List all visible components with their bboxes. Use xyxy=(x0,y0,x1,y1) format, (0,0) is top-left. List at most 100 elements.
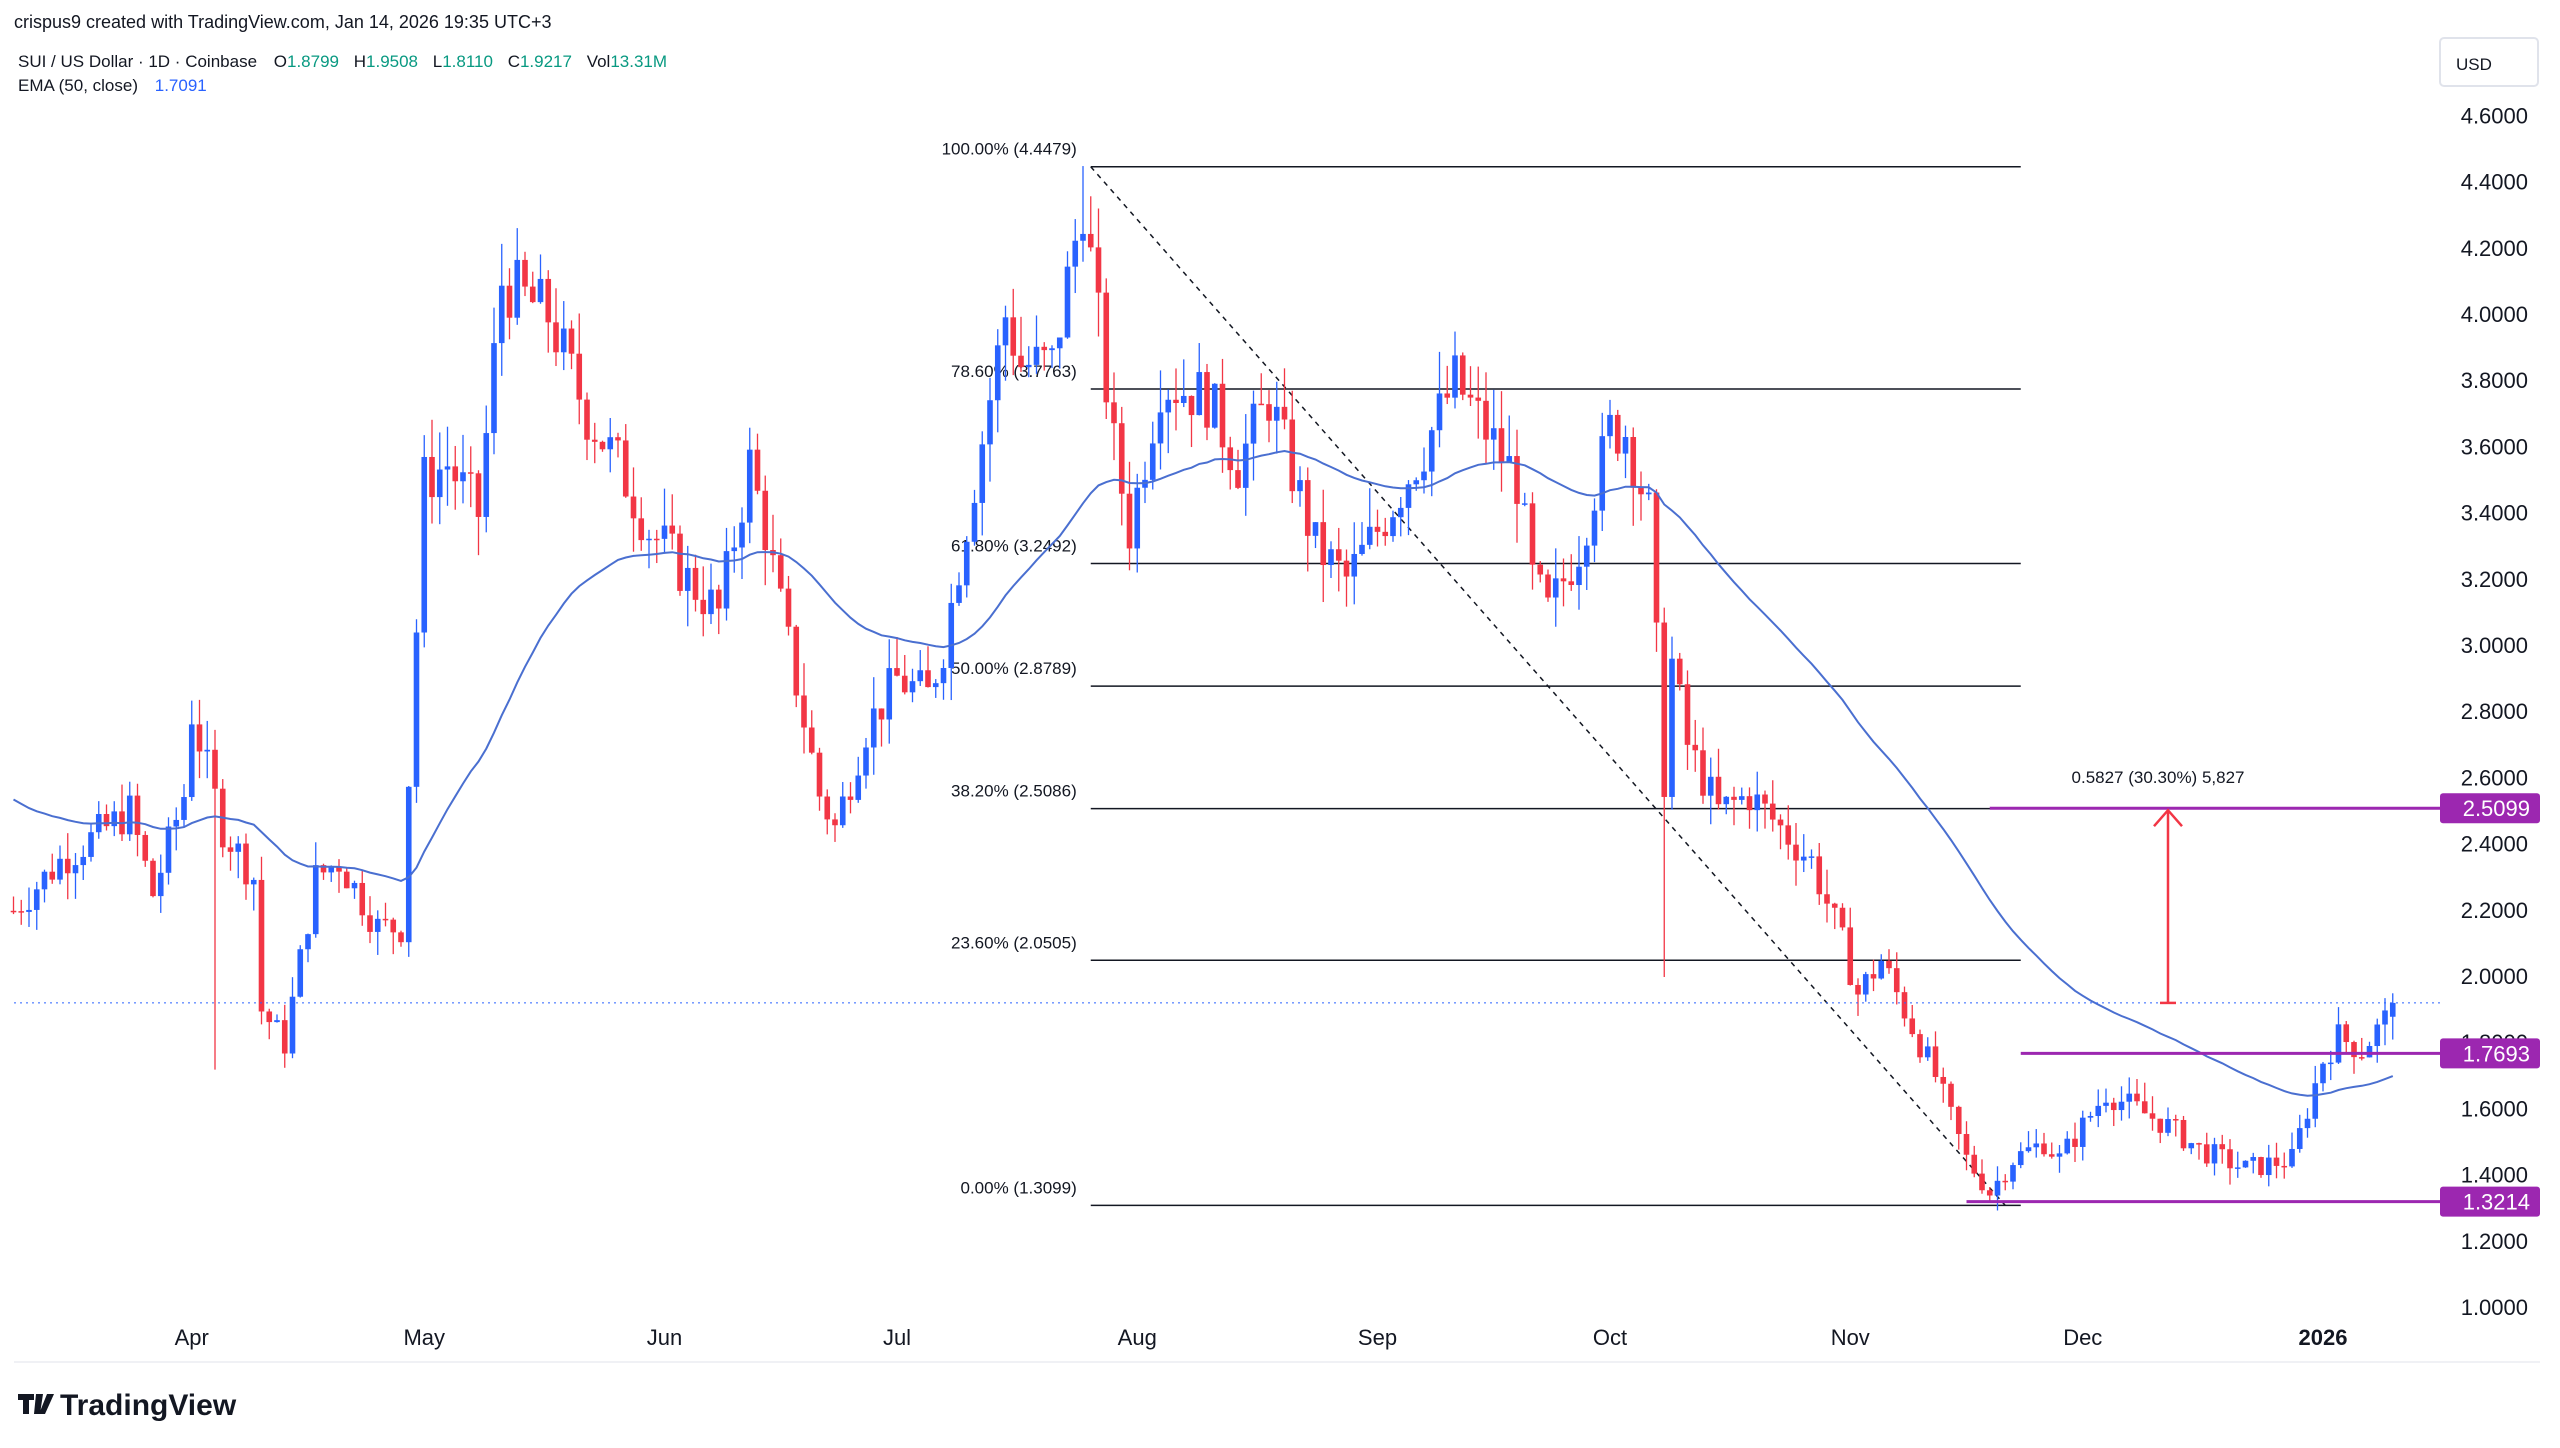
candle-body xyxy=(1831,903,1838,908)
candle-body xyxy=(2149,1113,2156,1119)
candle-body xyxy=(1576,566,1582,586)
candle-body xyxy=(1312,522,1319,536)
candle-body xyxy=(1676,658,1683,685)
candle-body xyxy=(398,932,404,943)
y-tick-label: 2.4000 xyxy=(2461,832,2528,857)
price-range-measure[interactable]: 0.5827 (30.30%) 5,827 xyxy=(2072,768,2245,1005)
candle-body xyxy=(909,681,916,693)
y-tick-label: 2.2000 xyxy=(2461,898,2528,923)
candle-body xyxy=(1165,399,1172,413)
candle-body xyxy=(839,796,846,826)
created-by-text: crispus9 created with TradingView.com, J… xyxy=(14,12,551,32)
candle-body xyxy=(2320,1063,2326,1084)
candle-body xyxy=(1204,372,1210,428)
candle-body xyxy=(1684,684,1691,745)
y-tick-label: 3.6000 xyxy=(2461,434,2528,459)
candle-body xyxy=(328,867,335,873)
candle-body xyxy=(1041,346,1048,351)
high-value: 1.9508 xyxy=(366,52,418,71)
candle-body xyxy=(1173,399,1179,403)
candle-body xyxy=(1452,355,1458,398)
y-tick-label: 2.0000 xyxy=(2461,964,2528,989)
candle-body xyxy=(1281,406,1288,420)
y-tick-label: 3.4000 xyxy=(2461,501,2528,526)
candle-body xyxy=(491,343,497,434)
price-axis[interactable]: USD 4.6000 4.4000 4.2000 4.0000 3.8000 3.6000… xyxy=(2439,37,2539,1320)
candle-body xyxy=(33,889,40,910)
candle-body xyxy=(886,668,893,720)
price-level-tag xyxy=(2440,1186,2540,1217)
candle-body xyxy=(2343,1024,2350,1043)
candle-body xyxy=(1839,907,1846,928)
candle-body xyxy=(1498,428,1505,462)
candle-body xyxy=(374,918,381,932)
candle-body xyxy=(359,882,366,916)
candle-body xyxy=(312,865,319,935)
candle-body xyxy=(2033,1143,2040,1148)
candle-body xyxy=(103,814,110,827)
candle-body xyxy=(1514,456,1520,504)
candle-body xyxy=(847,796,854,800)
fib-level-label: 0.00% (1.3099) xyxy=(961,1178,1077,1197)
candle-body xyxy=(1940,1076,1947,1084)
candle-body xyxy=(2273,1157,2280,1166)
candle-body xyxy=(2180,1119,2187,1149)
candle-body xyxy=(1087,233,1094,248)
candle-body xyxy=(615,437,621,441)
candle-body xyxy=(281,1020,288,1054)
x-tick-label: Oct xyxy=(1593,1325,1627,1350)
horizontal-levels[interactable]: 2.5099 1.7693 1.3214 xyxy=(14,793,2540,1217)
candle-body xyxy=(157,872,164,897)
candle-body xyxy=(2258,1157,2264,1176)
candle-body xyxy=(677,533,683,591)
tradingview-logo-icon xyxy=(18,1394,54,1414)
candle-body xyxy=(80,856,87,866)
candle-body xyxy=(1273,406,1280,421)
candle-body xyxy=(715,589,722,609)
measure-arrowhead xyxy=(2153,808,2183,828)
candle-body xyxy=(444,466,451,470)
candle-body xyxy=(901,675,908,693)
candle-body xyxy=(343,871,350,889)
candle-body xyxy=(1661,622,1668,797)
candle-body xyxy=(1149,443,1156,480)
candle-body xyxy=(870,708,877,748)
fib-retracement[interactable]: 100.00% (4.4479)78.60% (3.7763)61.80% (3… xyxy=(942,140,2021,1207)
candle-body xyxy=(1405,484,1412,508)
candle-body xyxy=(320,865,327,873)
candle-body xyxy=(382,918,389,921)
candle-body xyxy=(1072,240,1079,267)
candle-body xyxy=(1785,825,1792,845)
candle-body xyxy=(1010,317,1017,356)
candle-body xyxy=(1955,1106,1962,1135)
fib-level-label: 23.60% (2.0505) xyxy=(951,933,1077,952)
candle-body xyxy=(1103,292,1110,403)
candle-body xyxy=(1444,393,1451,398)
candle-body xyxy=(2157,1118,2164,1133)
candle-body xyxy=(1002,317,1009,346)
candle-body xyxy=(940,668,947,684)
y-tick-label: 4.2000 xyxy=(2461,236,2528,261)
candle-body xyxy=(661,525,668,539)
y-tick-label: 1.2000 xyxy=(2461,1229,2528,1254)
candle-body xyxy=(2110,1102,2117,1111)
candle-body xyxy=(2103,1102,2109,1106)
candle-body xyxy=(2095,1105,2102,1116)
candle-body xyxy=(2002,1180,2009,1183)
price-level-label: 1.3214 xyxy=(2463,1190,2530,1215)
candle-body xyxy=(2172,1119,2179,1121)
candle-body xyxy=(684,567,691,591)
candle-body xyxy=(2265,1157,2272,1176)
candle-body xyxy=(390,919,397,933)
candle-body xyxy=(1800,856,1807,861)
candle-body xyxy=(754,449,761,491)
candle-body xyxy=(1095,247,1102,293)
candle-body xyxy=(1359,544,1365,554)
svg-text:SUI / US Dollar · 1D · Coinbas: SUI / US Dollar · 1D · Coinbase O1.8799 … xyxy=(18,52,667,71)
time-axis[interactable]: Apr May Jun Jul Aug Sep Oct Nov Dec 2026 xyxy=(175,1325,2348,1350)
tradingview-logo[interactable]: TradingView xyxy=(18,1389,237,1422)
y-tick-label: 1.0000 xyxy=(2461,1295,2528,1320)
candle-body xyxy=(2281,1165,2288,1168)
candle-body xyxy=(576,353,583,400)
